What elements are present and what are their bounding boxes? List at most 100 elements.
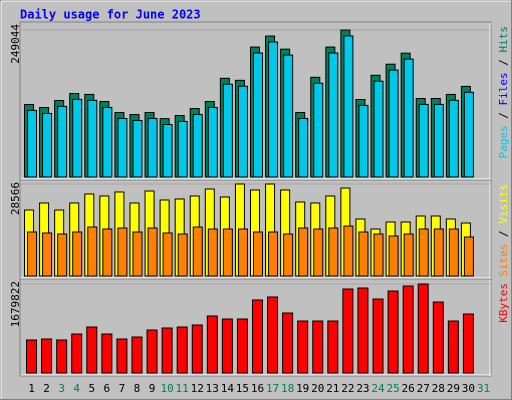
bar	[72, 98, 83, 178]
x-tick-label: 26	[402, 382, 415, 395]
bar	[206, 315, 218, 374]
legend-entry: Hits	[497, 26, 510, 53]
bar	[328, 52, 339, 178]
x-tick-label: 24	[371, 382, 385, 395]
bar	[343, 225, 354, 277]
bar	[252, 299, 263, 374]
legend: KBytes	[497, 283, 510, 323]
bar	[463, 236, 474, 277]
bar	[41, 338, 53, 374]
bar	[221, 318, 233, 374]
x-tick-label: 1	[28, 382, 35, 395]
x-tick-label: 2	[43, 382, 50, 395]
bar	[86, 326, 98, 374]
legend-entry: Visits	[497, 184, 510, 224]
bar	[102, 106, 113, 178]
bar	[131, 336, 143, 374]
bar	[298, 227, 309, 277]
bar	[372, 298, 384, 374]
bar	[283, 233, 294, 277]
bar	[27, 231, 38, 277]
bar	[417, 283, 429, 374]
chart-title: Daily usage for June 2023	[20, 8, 201, 22]
bar	[312, 320, 324, 374]
bar	[87, 226, 98, 277]
bar	[71, 333, 83, 374]
x-tick-label: 13	[206, 382, 219, 395]
bar	[432, 301, 444, 374]
bar	[403, 233, 414, 277]
bar	[192, 226, 203, 277]
bar	[176, 326, 188, 374]
bar	[328, 227, 339, 277]
bar	[253, 52, 263, 178]
bar	[297, 320, 309, 374]
bar	[327, 320, 339, 374]
x-tick-label: 19	[296, 382, 309, 395]
bar	[448, 228, 459, 277]
bar	[132, 119, 143, 178]
bar	[101, 333, 113, 374]
x-tick-label: 9	[149, 382, 156, 395]
bar	[358, 104, 369, 178]
x-tick-label: 21	[326, 382, 339, 395]
bar	[282, 312, 294, 374]
bar	[56, 339, 68, 374]
bar	[298, 117, 309, 178]
bar	[87, 99, 98, 178]
bar	[418, 228, 429, 277]
bar	[358, 231, 369, 277]
x-tick-label: 31	[477, 382, 490, 395]
bar	[42, 112, 53, 178]
legend: Pages / Files / Hits	[497, 26, 510, 159]
bar	[117, 227, 128, 277]
bar	[147, 227, 158, 277]
bar	[177, 233, 188, 277]
legend-separator: /	[497, 106, 510, 126]
legend-separator: /	[497, 53, 510, 73]
x-tick-label: 27	[417, 382, 430, 395]
x-tick-label: 6	[104, 382, 111, 395]
bar	[162, 232, 173, 277]
x-tick-label: 18	[281, 382, 294, 395]
bar	[313, 228, 324, 277]
bar	[357, 287, 369, 374]
bar	[162, 124, 173, 178]
bar	[117, 117, 128, 178]
bar	[253, 231, 263, 277]
bar	[57, 105, 68, 178]
bar	[268, 41, 279, 178]
bar	[433, 228, 444, 277]
bar	[237, 85, 248, 178]
bar	[267, 296, 279, 374]
x-tick-label: 8	[134, 382, 141, 395]
bar	[192, 113, 203, 178]
bar	[462, 313, 474, 374]
x-tick-label: 16	[251, 382, 264, 395]
bar	[237, 228, 248, 277]
x-tick-label: 20	[311, 382, 324, 395]
bar	[26, 339, 38, 374]
x-tick-label: 4	[73, 382, 80, 395]
bar	[387, 290, 399, 374]
bar	[283, 54, 294, 178]
bar	[447, 320, 459, 374]
bar	[343, 35, 354, 178]
bar	[418, 103, 429, 178]
x-tick-label: 22	[341, 382, 354, 395]
bar	[146, 329, 158, 374]
bar	[147, 117, 158, 178]
x-tick-label: 10	[160, 382, 173, 395]
bar	[373, 233, 384, 277]
x-tick-label: 14	[221, 382, 235, 395]
bar	[433, 103, 444, 178]
x-tick-label: 12	[191, 382, 204, 395]
x-tick-label: 23	[356, 382, 369, 395]
bar	[207, 228, 218, 277]
bar	[388, 235, 399, 277]
x-tick-label: 29	[447, 382, 460, 395]
bar	[116, 338, 128, 374]
legend-entry: KBytes	[497, 283, 510, 323]
x-tick-label: 28	[432, 382, 445, 395]
